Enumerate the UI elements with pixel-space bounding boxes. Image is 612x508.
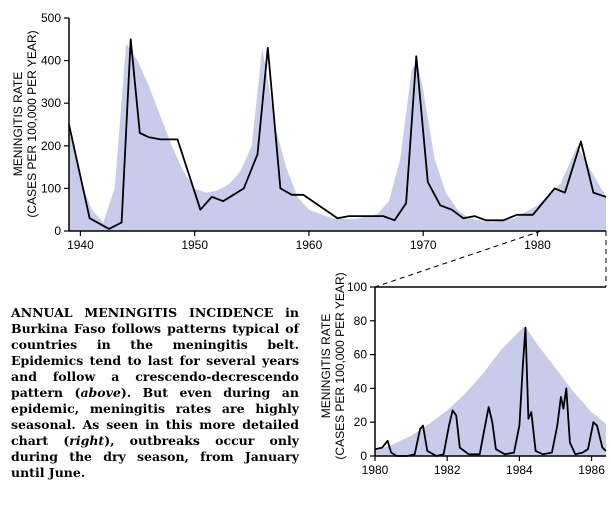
y-tick-label: 400 [41, 54, 61, 68]
y-tick-label: 20 [354, 415, 368, 429]
y-tick-label: 500 [41, 11, 61, 25]
x-tick-label: 1960 [296, 238, 323, 252]
y-tick-label: 60 [354, 348, 368, 362]
y-tick-label: 300 [41, 96, 61, 110]
x-tick-label: 1970 [410, 238, 437, 252]
x-tick-label: 1980 [524, 238, 551, 252]
bottom-x-ticks: 1980 1982 1984 1986 [362, 456, 606, 477]
bottom-ylabel-line2: (CASES PER 100,000 PER YEAR) [333, 272, 347, 459]
top-y-ticks: 0 100 200 300 400 500 [41, 11, 69, 238]
caption: ANNUAL MENINGITIS INCIDENCE in Burkina F… [11, 305, 299, 481]
x-tick-label: 1980 [362, 463, 389, 477]
y-tick-label: 0 [360, 449, 367, 463]
caption-em-right: right [69, 433, 104, 448]
zoom-connector-left [375, 231, 541, 287]
y-tick-label: 100 [347, 280, 367, 294]
y-tick-label: 100 [41, 181, 61, 195]
top-x-ticks: 1940 1950 1960 1970 1980 [67, 231, 551, 252]
y-tick-label: 80 [354, 314, 368, 328]
top-ylabel-line1: MENINGITIS RATE [11, 72, 25, 176]
x-tick-label: 1950 [181, 238, 208, 252]
bottom-y-ticks: 0 20 40 60 80 100 [347, 280, 375, 463]
top-chart: 0 100 200 300 400 500 1940 1950 1960 1970 1980 ME… [11, 11, 606, 252]
bottom-chart: 0 20 40 60 80 100 1980 1982 1984 1986 MENINGITIS… [319, 272, 606, 477]
y-tick-label: 0 [54, 224, 61, 238]
caption-em-above: above [80, 385, 120, 400]
x-tick-label: 1982 [434, 463, 461, 477]
y-tick-label: 40 [354, 381, 368, 395]
bottom-ylabel-line1: MENINGITIS RATE [319, 314, 333, 418]
x-tick-label: 1984 [506, 463, 533, 477]
bottom-envelope-group [375, 326, 606, 456]
envelope-area [375, 326, 606, 456]
top-ylabel-line2: (CASES PER 100,000 PER YEAR) [25, 30, 39, 217]
x-tick-label: 1940 [67, 238, 94, 252]
y-tick-label: 200 [41, 139, 61, 153]
x-tick-label: 1986 [578, 463, 605, 477]
